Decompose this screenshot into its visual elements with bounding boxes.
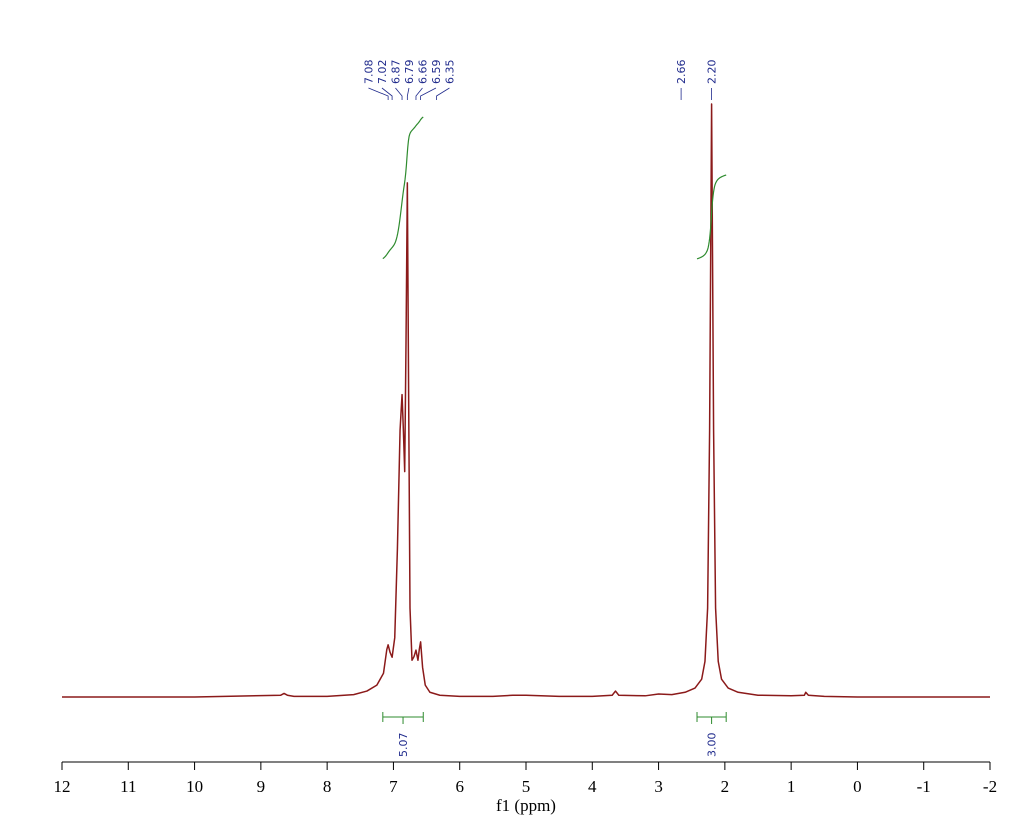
x-tick-label: 11 bbox=[120, 777, 136, 796]
x-tick-label: 8 bbox=[323, 777, 332, 796]
peak-label: 7.02 bbox=[376, 60, 389, 85]
peak-connector bbox=[436, 87, 450, 100]
integral-bracket bbox=[696, 712, 727, 724]
peak-connector bbox=[395, 87, 403, 100]
x-tick-label: 1 bbox=[787, 777, 796, 796]
peak-label: 6.35 bbox=[443, 60, 456, 85]
peak-label: 6.87 bbox=[389, 60, 402, 85]
x-tick-label: 4 bbox=[588, 777, 597, 796]
x-tick-label: 5 bbox=[522, 777, 531, 796]
x-tick-label: 6 bbox=[455, 777, 464, 796]
x-tick-label: 0 bbox=[853, 777, 862, 796]
peak-label: 6.79 bbox=[403, 60, 416, 85]
x-tick-label: 7 bbox=[389, 777, 398, 796]
x-tick-label: 9 bbox=[257, 777, 266, 796]
x-tick-label: 10 bbox=[186, 777, 203, 796]
integral-curve bbox=[696, 174, 727, 260]
spectrum-line bbox=[62, 103, 990, 698]
x-tick-label: 2 bbox=[721, 777, 730, 796]
integral-bracket bbox=[382, 712, 424, 724]
peak-connector bbox=[381, 87, 393, 100]
peak-connector bbox=[368, 87, 389, 100]
integral-label: 5.07 bbox=[397, 733, 410, 758]
x-tick-label: -1 bbox=[917, 777, 931, 796]
x-axis-label: f1 (ppm) bbox=[496, 796, 556, 815]
integral-label: 3.00 bbox=[706, 733, 719, 758]
peak-label: 6.66 bbox=[416, 60, 429, 85]
peak-label: 2.20 bbox=[706, 60, 719, 85]
peak-label: 2.66 bbox=[675, 60, 688, 85]
x-tick-label: -2 bbox=[983, 777, 997, 796]
peak-connector bbox=[420, 87, 437, 100]
x-tick-label: 12 bbox=[54, 777, 71, 796]
peak-connector bbox=[406, 87, 410, 100]
peak-label: 6.59 bbox=[430, 60, 443, 85]
peak-label: 7.08 bbox=[362, 60, 375, 85]
x-tick-label: 3 bbox=[654, 777, 663, 796]
integral-curve bbox=[382, 116, 424, 260]
peak-connector bbox=[415, 87, 423, 100]
